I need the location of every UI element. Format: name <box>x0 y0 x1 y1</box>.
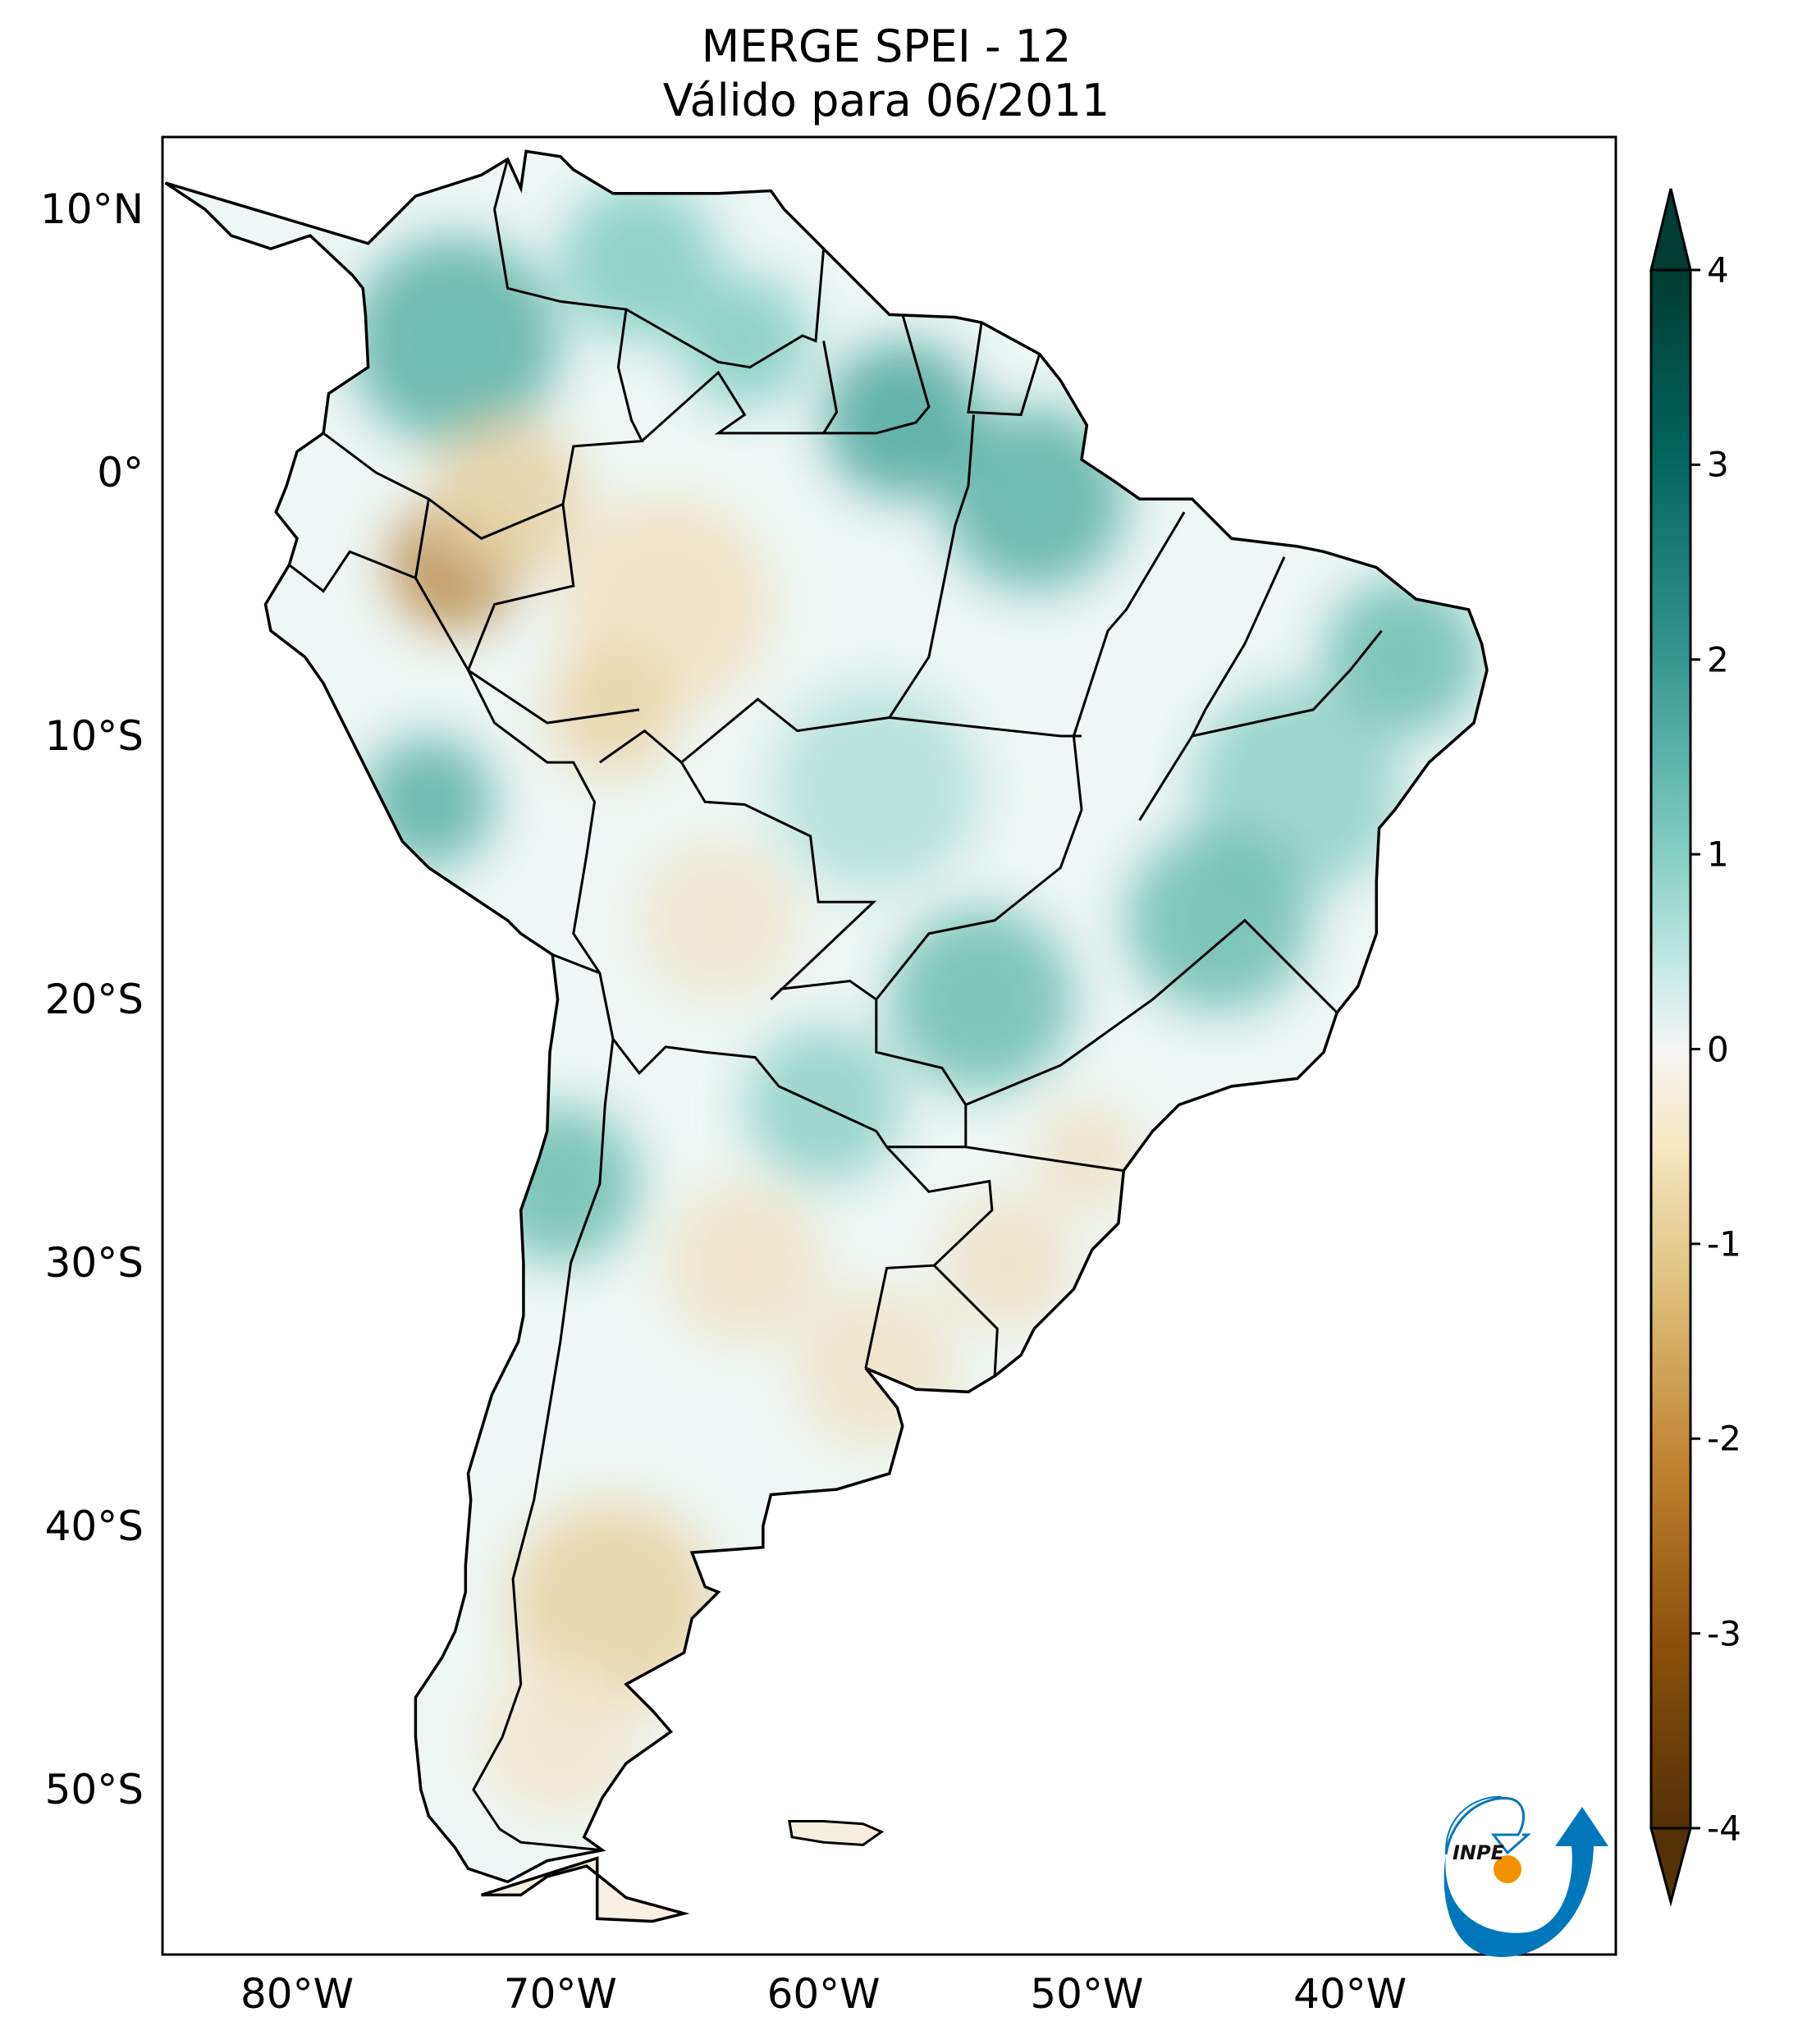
spei-anomaly-region <box>942 1197 1074 1328</box>
lat-tick-label: 10°S <box>44 712 144 760</box>
lon-tick-label: 40°W <box>1293 1970 1407 2018</box>
lat-tick-label: 20°S <box>44 976 144 1023</box>
colorbar-tick-label: -3 <box>1707 1613 1741 1654</box>
spei-anomaly-region <box>890 908 1074 1091</box>
colorbar-tick-label: 1 <box>1707 834 1729 875</box>
spei-anomaly-region <box>679 275 811 407</box>
lon-tick-label: 80°W <box>240 1970 355 2018</box>
spei-anomaly-region <box>507 1500 718 1711</box>
south-america-landmass <box>164 149 1489 1923</box>
lat-tick-label: 40°S <box>44 1502 144 1550</box>
lat-tick-label: 50°S <box>44 1766 144 1813</box>
spei-anomaly-region <box>1324 578 1482 736</box>
colorbar-tick-label: 2 <box>1707 639 1729 680</box>
lon-tick-label: 70°W <box>503 1970 617 2018</box>
spei-anomaly-region <box>639 841 798 999</box>
spei-field <box>350 183 1482 1816</box>
spei-anomaly-region <box>1126 828 1311 1013</box>
colorbar-ticks <box>1690 268 1700 1830</box>
coastline <box>164 149 1489 1884</box>
colorbar-min-extension <box>1649 1827 1692 1907</box>
colorbar-tick-label: 4 <box>1707 249 1729 290</box>
inpe-logo-text: INPE <box>1453 1841 1505 1864</box>
spei-anomaly-region <box>547 643 679 775</box>
spei-anomaly-region <box>771 684 981 894</box>
colorbar-tick-label: -1 <box>1707 1223 1741 1264</box>
spei-anomaly-region <box>350 235 560 446</box>
colorbar-tick-label: -4 <box>1707 1808 1741 1849</box>
colorbar-tick-label: 0 <box>1707 1029 1729 1069</box>
lon-tick-label: 50°W <box>1030 1970 1144 2018</box>
lat-tick-label: 0° <box>97 449 144 496</box>
colorbar-tick-label: 3 <box>1707 444 1729 485</box>
map-subtitle: Válido para 06/2011 <box>662 75 1110 126</box>
map-title: MERGE SPEI - 12 <box>701 21 1072 72</box>
lat-tick-label: 10°N <box>39 185 144 233</box>
lat-tick-label: 30°S <box>44 1239 144 1287</box>
colorbar <box>1649 268 1692 1830</box>
inpe-logo: INPE <box>1443 1795 1608 1957</box>
lon-tick-label: 60°W <box>766 1970 881 2018</box>
spei-anomaly-region <box>481 1104 639 1263</box>
spei-anomaly-region <box>666 1184 824 1342</box>
spei-anomaly-region <box>481 1658 639 1816</box>
spei-anomaly-region <box>560 183 719 341</box>
tierra-del-fuego <box>481 1856 690 1923</box>
spei-anomaly-region <box>428 420 587 578</box>
map-frame <box>161 135 1617 1956</box>
country-borders <box>288 158 1383 1852</box>
colorbar-tick-label: -2 <box>1707 1418 1741 1459</box>
spei-anomaly-region <box>823 341 981 499</box>
falkland-islands <box>788 1820 885 1846</box>
spei-anomaly-region <box>942 407 1127 592</box>
spei-anomaly-region <box>744 1026 903 1184</box>
spei-anomaly-region <box>1034 1104 1140 1210</box>
colorbar-max-extension <box>1649 188 1692 272</box>
